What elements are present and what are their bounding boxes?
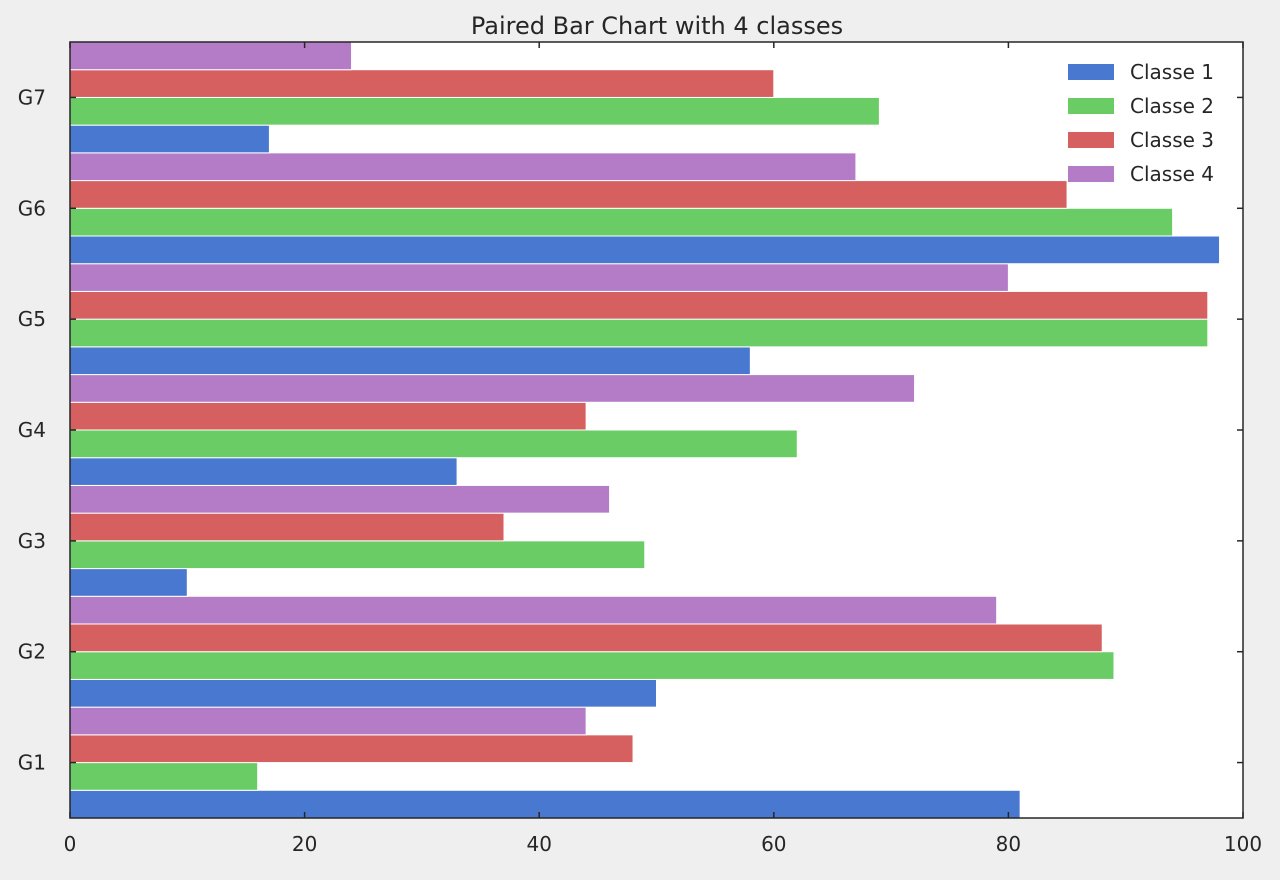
y-tick-label: G1 — [18, 751, 46, 775]
legend-swatch — [1068, 166, 1114, 182]
x-tick-label: 60 — [761, 832, 786, 856]
bar-g3-series-3 — [69, 512, 505, 542]
bar-g6-series-3 — [69, 180, 1068, 209]
legend-swatch — [1068, 64, 1114, 80]
x-tick-label: 40 — [526, 832, 551, 856]
bar-g1-series-4 — [69, 706, 587, 736]
bar-g5-series-2 — [69, 318, 1209, 348]
bar-g5-series-1 — [69, 346, 751, 376]
bar-g4-series-1 — [69, 457, 458, 486]
bar-g4-series-3 — [69, 401, 587, 431]
legend: Classe 1 Classe 2 Classe 3 Classe 4 — [1068, 60, 1214, 186]
bar-g7-series-1 — [69, 124, 270, 154]
bar-g5-series-4 — [69, 263, 1009, 292]
bar-g1-series-3 — [69, 734, 634, 764]
legend-label: Classe 3 — [1130, 128, 1214, 152]
bar-g2-series-4 — [69, 595, 998, 625]
legend-label: Classe 1 — [1130, 60, 1214, 84]
y-tick-label: G7 — [18, 85, 46, 109]
bar-g1-series-2 — [69, 762, 259, 791]
bar-g1-series-1 — [69, 789, 1021, 819]
bar-g4-series-4 — [69, 374, 916, 403]
bar-g3-series-1 — [69, 568, 188, 597]
x-tick-label: 20 — [292, 832, 317, 856]
legend-swatch — [1068, 132, 1114, 148]
legend-swatch — [1068, 98, 1114, 114]
ticks-layer: G1 G2 G3 G4 G5 G6 G7 0 20 40 60 80 100 — [18, 42, 1262, 856]
bars-layer — [69, 41, 1221, 819]
bar-g7-series-3 — [69, 69, 775, 98]
x-tick-label: 100 — [1224, 832, 1262, 856]
y-tick-label: G3 — [18, 529, 46, 553]
y-tick-label: G4 — [18, 418, 46, 442]
bar-g6-series-4 — [69, 152, 857, 182]
y-tick-label: G5 — [18, 307, 46, 331]
bar-g7-series-2 — [69, 96, 880, 126]
y-tick-label: G2 — [18, 640, 46, 664]
bar-g2-series-2 — [69, 651, 1115, 680]
bar-g3-series-2 — [69, 540, 646, 570]
bar-g7-series-4 — [69, 41, 353, 71]
y-tick-label: G6 — [18, 196, 46, 220]
bar-g4-series-2 — [69, 429, 798, 459]
chart-title: Paired Bar Chart with 4 classes — [471, 12, 843, 40]
bar-g5-series-3 — [69, 290, 1209, 320]
bar-g6-series-2 — [69, 207, 1174, 237]
x-tick-label: 0 — [64, 832, 77, 856]
legend-label: Classe 2 — [1130, 94, 1214, 118]
plot-frame — [69, 41, 1244, 819]
bar-g3-series-4 — [69, 484, 611, 514]
bar-g2-series-1 — [69, 678, 657, 708]
legend-label: Classe 4 — [1130, 162, 1214, 186]
x-tick-label: 80 — [996, 832, 1021, 856]
bar-g2-series-3 — [69, 623, 1103, 653]
bar-g6-series-1 — [69, 235, 1221, 265]
